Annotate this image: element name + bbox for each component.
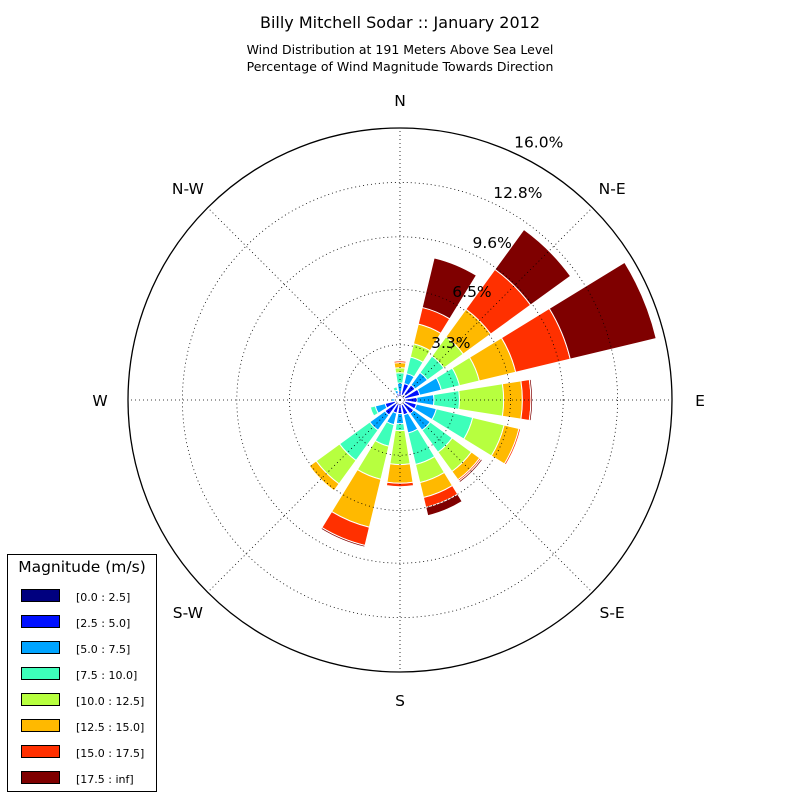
legend-swatch	[21, 641, 60, 654]
chart-subtitle-line-1: Wind Distribution at 191 Meters Above Se…	[247, 42, 554, 57]
grid-spoke-3	[399, 399, 593, 593]
grid-spoke-1	[399, 207, 593, 401]
legend-swatch	[21, 745, 60, 758]
legend-label: [10.0 : 12.5]	[76, 695, 145, 708]
legend-item: [15.0 : 17.5]	[8, 738, 156, 764]
legend-items: [0.0 : 2.5] [2.5 : 5.0] [5.0 : 7.5] [7.5 : …	[8, 582, 156, 790]
legend-item: [10.0 : 12.5]	[8, 686, 156, 712]
bar-sector-8-bin-4	[389, 429, 411, 466]
legend-swatch	[21, 589, 60, 602]
outer-circle	[127, 127, 673, 673]
legend-swatch	[21, 615, 60, 628]
bar-sector-3-bin-7	[548, 261, 657, 360]
grid-ring-1	[289, 289, 511, 511]
bar-sector-4-bin-2	[416, 394, 435, 406]
chart-title: Billy Mitchell Sodar :: January 2012	[260, 13, 540, 32]
legend-label: [0.0 : 2.5]	[76, 591, 131, 604]
direction-label-e: E	[695, 392, 705, 410]
chart-subtitle-line-2: Percentage of Wind Magnitude Towards Dir…	[247, 59, 554, 74]
legend-label: [2.5 : 5.0]	[76, 617, 131, 630]
legend-swatch	[21, 667, 60, 680]
legend-swatch	[21, 771, 60, 784]
ring-label-3: 12.8%	[493, 184, 542, 202]
legend-label: [12.5 : 15.0]	[76, 721, 145, 734]
bar-sector-2-bin-7	[494, 228, 572, 306]
wind-bars	[308, 228, 657, 548]
bar-sector-11-bin-3	[369, 405, 379, 417]
bar-sector-0-bin-6	[393, 360, 407, 364]
grid-spoke-5	[207, 399, 401, 593]
polar-grid	[128, 128, 672, 672]
bar-sector-6-bin-7	[458, 458, 484, 484]
bar-sector-0-bin-3	[395, 372, 405, 384]
bar-sector-15-bin-3	[392, 386, 399, 392]
bar-sector-5-bin-6	[503, 427, 522, 466]
direction-label-n-w: N-W	[172, 180, 204, 198]
direction-label-n-e: N-E	[599, 180, 626, 198]
legend-label: [15.0 : 17.5]	[76, 747, 145, 760]
bar-sector-10-bin-5	[308, 460, 340, 492]
legend-item: [7.5 : 10.0]	[8, 660, 156, 686]
legend-title: Magnitude (m/s)	[18, 558, 146, 576]
grid-ring-2	[236, 236, 564, 564]
bar-sector-0-bin-4	[394, 367, 406, 374]
bar-sector-9-bin-7	[320, 526, 366, 548]
legend-item: [2.5 : 5.0]	[8, 608, 156, 634]
legend-item: [12.5 : 15.0]	[8, 712, 156, 738]
bar-sector-4-bin-6	[520, 378, 532, 422]
bar-sector-4-bin-7	[528, 378, 534, 422]
direction-label-s: S	[395, 692, 405, 710]
polar-labels: N N-E E S-E S S-W W N-W 3.3% 6.5% 9.6% 12.8% 16.0%	[92, 92, 705, 710]
grid-ring-3	[181, 181, 619, 619]
legend-label: [5.0 : 7.5]	[76, 643, 131, 656]
legend-item: [0.0 : 2.5]	[8, 582, 156, 608]
ring-label-2: 9.6%	[472, 234, 511, 252]
bar-sector-1-bin-7	[421, 257, 478, 320]
legend-item: [17.5 : inf]	[8, 764, 156, 790]
ring-label-4: 16.0%	[514, 134, 563, 152]
direction-label-s-e: S-E	[600, 604, 625, 622]
grid-spoke-7	[207, 207, 401, 401]
legend-label: [17.5 : inf]	[76, 773, 134, 786]
ring-label-1: 6.5%	[452, 283, 491, 301]
legend-swatch	[21, 693, 60, 706]
direction-label-w: W	[92, 392, 107, 410]
legend-swatch	[21, 719, 60, 732]
legend-item: [5.0 : 7.5]	[8, 634, 156, 660]
legend-label: [7.5 : 10.0]	[76, 669, 138, 682]
direction-label-s-w: S-W	[173, 604, 203, 622]
bar-sector-8-bin-2	[395, 412, 405, 425]
bar-sector-7-bin-7	[425, 493, 463, 517]
ring-label-0: 3.3%	[431, 334, 470, 352]
grid-ring-0	[344, 344, 456, 456]
bar-sector-12-bin-2	[391, 398, 396, 402]
legend: Magnitude (m/s) [0.0 : 2.5] [2.5 : 5.0] [5…	[7, 554, 157, 792]
direction-label-n: N	[394, 92, 406, 110]
